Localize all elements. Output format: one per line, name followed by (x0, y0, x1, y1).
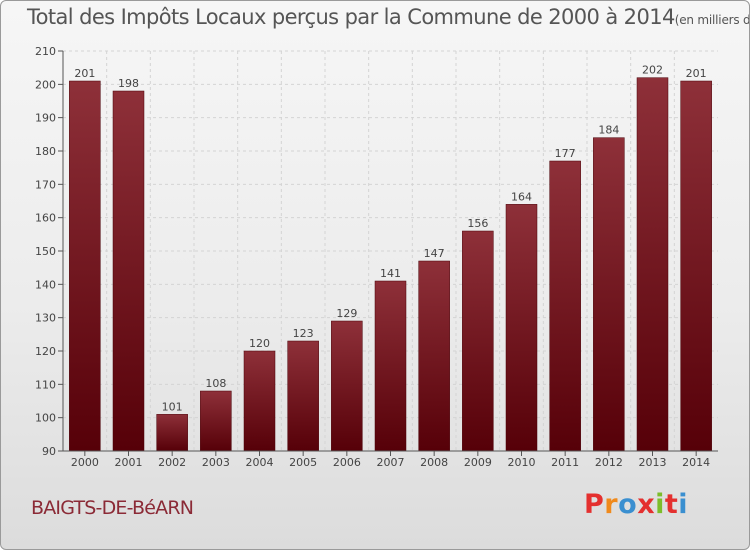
logo-letter: r (604, 489, 619, 520)
x-tick-label: 2006 (333, 456, 361, 469)
y-tick-label: 160 (35, 212, 56, 225)
data-label: 108 (205, 377, 226, 390)
x-tick-label: 2013 (639, 456, 667, 469)
bar-2011 (549, 160, 581, 452)
data-label: 101 (162, 400, 183, 413)
logo-letter: t (664, 489, 679, 520)
x-tick-label: 2000 (71, 456, 99, 469)
chart-title: Total des Impôts Locaux perçus par la Co… (27, 5, 750, 29)
data-label: 198 (118, 77, 139, 90)
bar-2014 (680, 80, 712, 452)
bar-2005 (287, 340, 319, 452)
data-label: 129 (336, 307, 357, 320)
data-label: 177 (555, 147, 576, 160)
y-tick-label: 170 (35, 178, 56, 191)
bar-2002 (156, 414, 188, 452)
y-tick-label: 190 (35, 112, 56, 125)
logo-letter: i (678, 489, 689, 520)
x-tick-label: 2012 (595, 456, 623, 469)
chart-title-text: Total des Impôts Locaux perçus par la Co… (27, 5, 675, 29)
x-tick-label: 2005 (289, 456, 317, 469)
data-label: 164 (511, 190, 532, 203)
x-tick-label: 2002 (158, 456, 186, 469)
bar-2012 (593, 137, 625, 452)
x-tick-label: 2009 (464, 456, 492, 469)
y-tick-label: 180 (35, 145, 56, 158)
x-tick-label: 2003 (202, 456, 230, 469)
bar-2001 (112, 90, 145, 452)
data-label: 184 (598, 124, 619, 137)
bar-2003 (200, 390, 232, 452)
logo-letter: x (637, 489, 656, 520)
data-label: 147 (424, 247, 445, 260)
bars (69, 77, 712, 452)
data-label: 201 (686, 67, 707, 80)
x-tick-label: 2001 (115, 456, 143, 469)
y-tick-label: 110 (35, 378, 56, 391)
x-tick-label: 2010 (508, 456, 536, 469)
bar-2013 (636, 77, 669, 452)
y-tick-label: 200 (35, 78, 56, 91)
data-label: 156 (467, 217, 488, 230)
chart-subtitle: (en milliers d'€) (674, 13, 750, 27)
x-tick-label: 2004 (246, 456, 274, 469)
logo-letter: o (618, 489, 638, 520)
labels: 90 100 110 120 130 140 150 160 170 180 190 200 210 20… (35, 45, 710, 469)
y-tick-label: 100 (35, 412, 56, 425)
bar-2000 (69, 80, 101, 452)
y-tick-label: 130 (35, 312, 56, 325)
x-tick-label: 2008 (420, 456, 448, 469)
data-label: 120 (249, 337, 270, 350)
bar-2007 (374, 280, 407, 452)
y-tick-label: 120 (35, 345, 56, 358)
logo-letter: i (655, 489, 665, 520)
commune-name: BAIGTS-DE-BéARN (31, 497, 194, 519)
bar-2009 (462, 230, 494, 452)
y-tick-label: 150 (35, 245, 56, 258)
x-tick-label: 2014 (682, 456, 710, 469)
y-tick-label: 90 (42, 445, 56, 458)
y-tick-label: 210 (35, 45, 56, 58)
y-tick-label: 140 (35, 278, 56, 291)
logo-letter: P (584, 489, 605, 520)
bar-2010 (505, 204, 538, 452)
x-tick-label: 2011 (551, 456, 579, 469)
axes (58, 50, 718, 456)
data-label: 201 (74, 67, 95, 80)
bar-2008 (418, 260, 450, 452)
proxiti-logo[interactable]: Proxiti (584, 489, 688, 520)
bar-2004 (243, 350, 276, 452)
data-label: 141 (380, 267, 401, 280)
x-tick-label: 2007 (377, 456, 405, 469)
bar-2006 (331, 320, 363, 452)
data-label: 123 (293, 327, 314, 340)
data-label: 202 (642, 64, 663, 77)
